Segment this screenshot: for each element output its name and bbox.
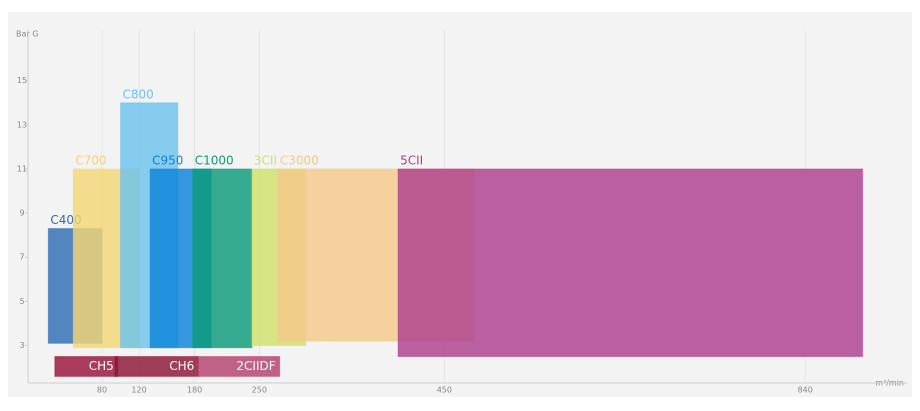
series-label: 5CII [400, 153, 423, 167]
range-box [397, 168, 864, 358]
series-label: C800 [123, 87, 154, 101]
x-tick-label: 180 [187, 386, 202, 395]
x-tick-label: 450 [437, 386, 452, 395]
y-tick-label: 7 [19, 253, 24, 262]
series-label: C3000 [280, 153, 319, 167]
y-tick-label: 9 [19, 209, 24, 218]
x-tick-label: 120 [131, 386, 146, 395]
series-label: C1000 [195, 153, 234, 167]
series-label: 3CII [254, 153, 277, 167]
y-axis-label: Bar G [16, 30, 38, 39]
range-box [192, 168, 253, 349]
series-label: C700 [75, 153, 106, 167]
series-label: CH6 [169, 359, 194, 373]
x-tick-label: 250 [252, 386, 267, 395]
y-tick-label: 13 [17, 120, 27, 129]
y-tick-label: 15 [17, 76, 27, 85]
y-tick-label: 3 [19, 341, 24, 350]
y-tick-label: 5 [19, 297, 24, 306]
x-tick-label: 80 [97, 386, 107, 395]
y-tick-label: 11 [17, 164, 27, 173]
x-tick-label: 840 [798, 386, 813, 395]
series-label: 2CIIDF [236, 359, 275, 373]
range-box [197, 356, 281, 377]
series-label: C950 [152, 153, 183, 167]
series-label: CH5 [89, 359, 114, 373]
